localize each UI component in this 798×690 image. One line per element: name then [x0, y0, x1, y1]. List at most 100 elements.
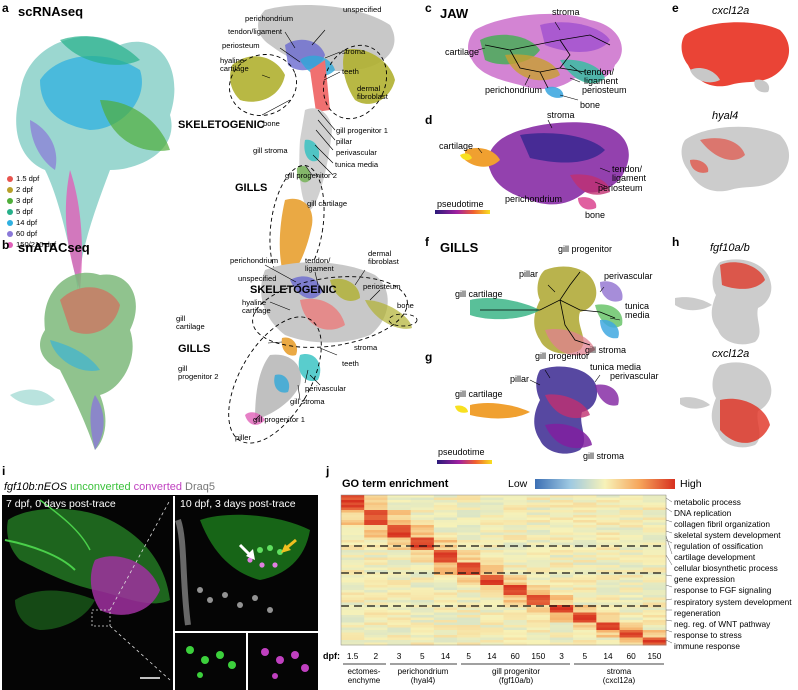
heatmap-cell [526, 525, 551, 528]
heatmap-cell [387, 525, 412, 528]
heatmap-cell [526, 620, 551, 623]
heatmap-cell [410, 565, 435, 568]
heatmap-cell [433, 527, 458, 531]
heatmap-cell [480, 565, 504, 568]
heatmap-cell [596, 595, 621, 598]
heatmap-cell [387, 620, 412, 623]
heatmap-cell [549, 607, 574, 611]
legend-item: 5 dpf [7, 207, 33, 216]
heatmap-cell [596, 507, 621, 511]
heatmap-cell [433, 637, 458, 641]
heatmap-cell [596, 547, 621, 551]
heatmap-cell [364, 510, 388, 513]
go-term: regulation of ossification [674, 541, 764, 551]
go-term: respiratory system development [674, 597, 792, 607]
heatmap-cell [480, 567, 504, 571]
heatmap-cell [433, 597, 458, 601]
heatmap-cell [642, 500, 667, 503]
label-hyaline-cartilage: hyaline cartilage [220, 56, 249, 73]
heatmap-cell [457, 560, 481, 563]
heatmap-cell [457, 602, 481, 606]
heatmap-cell [549, 620, 574, 623]
colorbar-low-label: Low [508, 478, 528, 490]
heatmap-cell [642, 552, 667, 556]
heatmap-cell [364, 572, 388, 576]
go-term: regeneration [674, 608, 721, 618]
heatmap-cell [642, 547, 667, 551]
heatmap-cell [387, 572, 412, 576]
heatmap-cell [341, 560, 365, 563]
heatmap-cell [387, 640, 412, 643]
heatmap-cell [642, 522, 667, 526]
heatmap-cell [433, 640, 458, 643]
heatmap-cell [573, 632, 597, 636]
panel-b-title: snATACseq [18, 240, 90, 255]
label-bone: bone [580, 100, 601, 110]
heatmap-cell [642, 550, 667, 553]
heatmap-cell [573, 517, 597, 521]
heatmap-cell [387, 515, 412, 518]
heatmap-cell [549, 615, 574, 618]
heatmap-cell [526, 585, 551, 588]
heatmap-cell [364, 580, 388, 583]
heatmap-cell [433, 615, 458, 618]
heatmap-cell [503, 542, 528, 546]
legend-dot [7, 186, 13, 193]
heatmap-cell [549, 520, 574, 523]
heatmap-cell [480, 555, 504, 558]
heatmap-cell [480, 590, 504, 593]
heatmap-cell [410, 510, 435, 513]
heatmap-cell [596, 525, 621, 528]
heatmap-cell [433, 620, 458, 623]
label-gill-progenitor: gill progenitor [535, 351, 590, 361]
heatmap-cell [503, 575, 528, 578]
heatmap-cell [642, 520, 667, 523]
go-term: collagen fibril organization [674, 519, 770, 529]
heatmap-cell [433, 522, 458, 526]
label-stroma: stroma [354, 343, 378, 352]
label-gills: GILLS [235, 182, 268, 194]
divider [2, 495, 318, 496]
legend-item: 150/210 dpf [7, 240, 56, 249]
heatmap-cell [457, 605, 481, 608]
heatmap-cell [433, 547, 458, 551]
heatmap-cell [341, 495, 365, 498]
heatmap-cell [341, 635, 365, 638]
label-bone: bone [397, 301, 414, 310]
heatmap-cell [387, 635, 412, 638]
heatmap-cell [549, 537, 574, 541]
heatmap-cell [457, 510, 481, 513]
heatmap-cell [457, 635, 481, 638]
heatmap-cell [457, 630, 481, 633]
heatmap-cell [503, 552, 528, 556]
heatmap-cell [619, 592, 644, 596]
heatmap-cell [549, 522, 574, 526]
heatmap-cell [526, 497, 551, 501]
heatmap-cell [526, 562, 551, 566]
heatmap-cell [457, 547, 481, 551]
heatmap-cell [642, 560, 667, 563]
heatmap-cell [526, 495, 551, 498]
heatmap-cell [573, 612, 597, 616]
heatmap-cell [619, 500, 644, 503]
heatmap-cell [457, 572, 481, 576]
label-pillar: pillar [336, 137, 353, 146]
label-gill-progenitor-1: gill progenitor 1 [336, 126, 388, 135]
heatmap-cell [364, 547, 388, 551]
heatmap-cell [642, 600, 667, 603]
go-term: response to stress [674, 630, 742, 640]
heatmap-cell [526, 570, 551, 573]
heatmap-cell [619, 555, 644, 558]
heatmap-cell [387, 577, 412, 581]
heatmap-cell [457, 570, 481, 573]
heatmap-cell [549, 627, 574, 631]
heatmap-cell [457, 535, 481, 538]
legend-label: 2 dpf [16, 185, 33, 194]
heatmap-cell [573, 630, 597, 633]
heatmap-cell [387, 495, 412, 498]
heatmap-cell [596, 515, 621, 518]
heatmap-cell [596, 537, 621, 541]
heatmap-cell [573, 607, 597, 611]
